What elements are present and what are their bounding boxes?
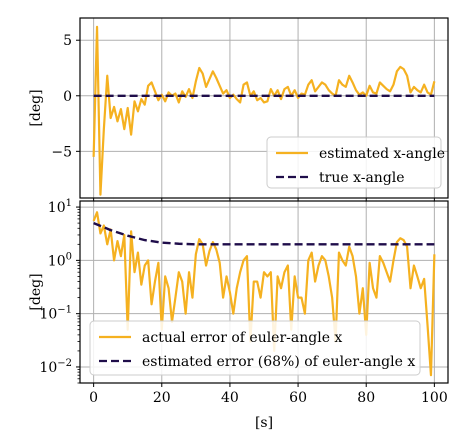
y-tick-label: −5 [51, 144, 72, 160]
legend-box [89, 320, 421, 376]
series-line-actual-error-of-euler-angle-x [92, 211, 436, 377]
x-tick-label: 20 [153, 390, 171, 406]
x-tick-label: 0 [89, 390, 98, 406]
panel-1: 5 0 −5 [deg] estimated x-angle true x-angle [28, 17, 449, 202]
x-axis-label: [s] [255, 415, 273, 431]
y-tick-label: 10−2 [39, 358, 72, 376]
y-tick-label: 0 [63, 89, 72, 105]
legend-label: estimated error (68%) of euler-angle x [142, 354, 415, 370]
legend-label: actual error of euler-angle x [142, 330, 342, 346]
x-tick-label: 100 [421, 390, 448, 406]
y-tick-label: 100 [48, 251, 72, 269]
legend-label: estimated x-angle [319, 146, 445, 162]
x-tick-label: 40 [221, 390, 239, 406]
legend: actual error of euler-angle x estimated e… [89, 320, 421, 376]
axes-frame [79, 17, 449, 199]
y-axis-label: [deg] [28, 273, 44, 310]
panel-2: 0 20 40 60 80 100 101 100 10−1 10−2 [deg] [s] actual… [28, 198, 449, 431]
series-line-estimated-error-68-of-euler-angle-x [93, 222, 435, 246]
axes-frame [79, 200, 449, 384]
y-tick-label: 101 [48, 198, 72, 216]
legend-box [266, 136, 442, 189]
y-axis-label: [deg] [28, 89, 44, 126]
x-tick-label: 60 [289, 390, 307, 406]
legend-label: true x-angle [319, 170, 405, 186]
y-tick-label: 10−1 [39, 305, 72, 323]
y-tick-label: 5 [63, 33, 72, 49]
x-tick-label: 80 [357, 390, 375, 406]
series-line-estimated-x-angle [92, 25, 436, 196]
legend: estimated x-angle true x-angle [266, 136, 445, 189]
